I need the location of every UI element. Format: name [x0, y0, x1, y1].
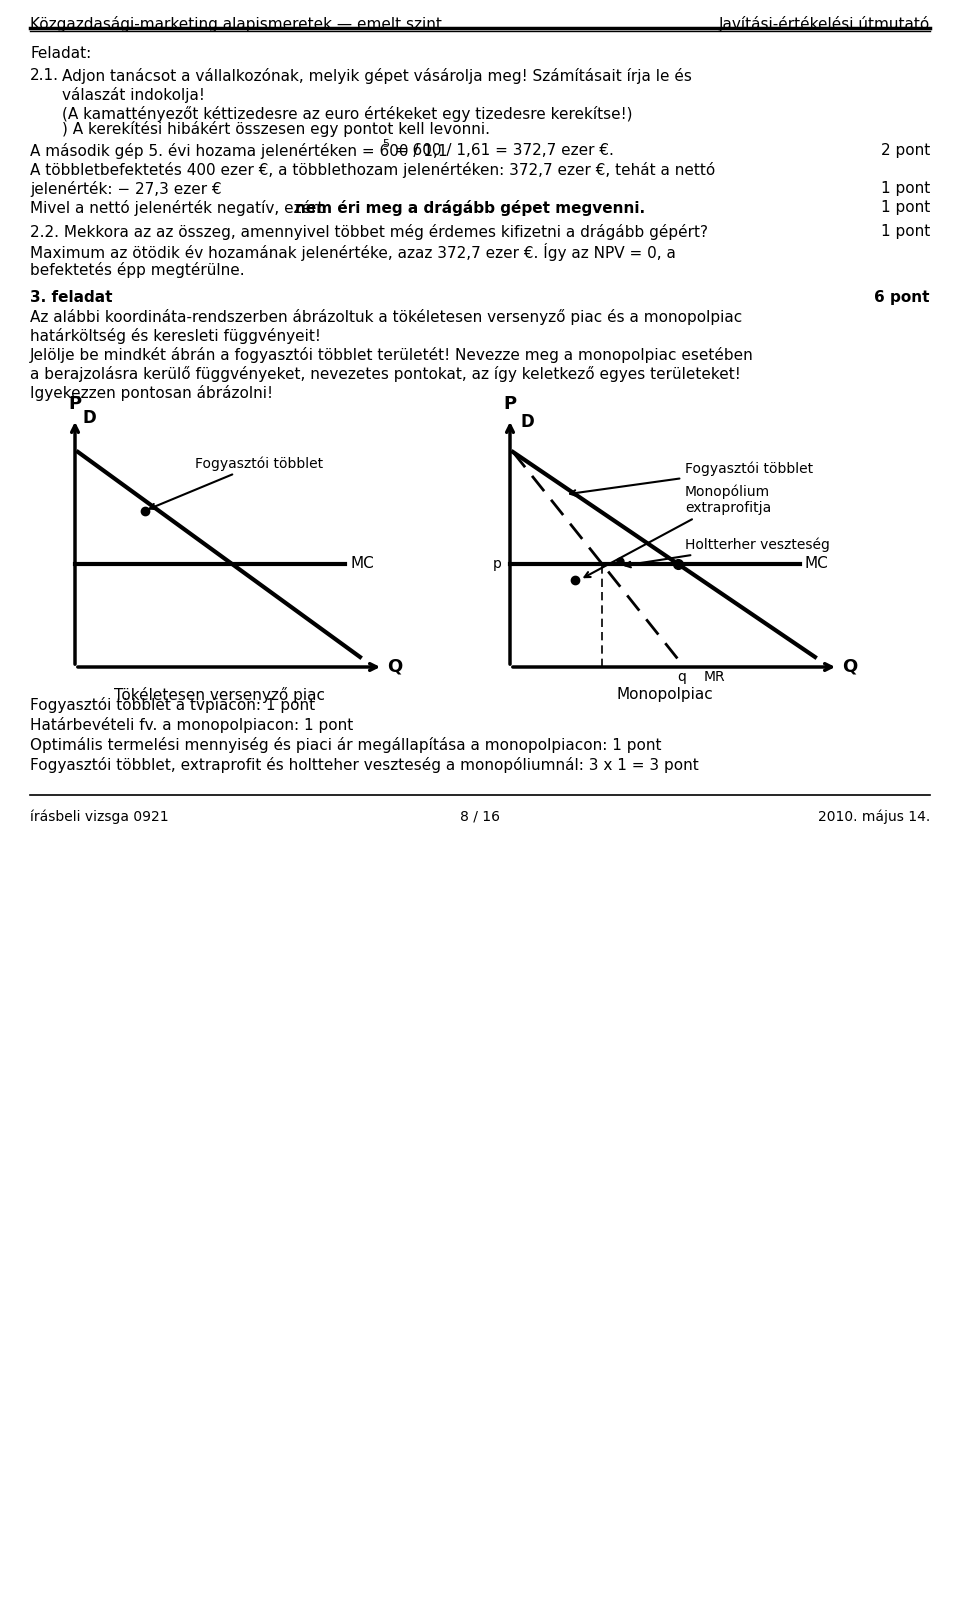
Text: 1 pont: 1 pont [880, 180, 930, 196]
Text: 5: 5 [382, 139, 389, 149]
Text: válaszát indokolja!: válaszát indokolja! [62, 86, 204, 102]
Text: Fogyasztói többlet a tvpiacon: 1 pont: Fogyasztói többlet a tvpiacon: 1 pont [30, 696, 315, 712]
Text: D: D [83, 409, 97, 426]
Text: Adjon tanácsot a vállalkozónak, melyik gépet vásárolja meg! Számításait írja le : Adjon tanácsot a vállalkozónak, melyik g… [62, 69, 692, 85]
Text: Fogyasztói többlet: Fogyasztói többlet [570, 462, 813, 495]
Text: Q: Q [387, 658, 402, 676]
Text: nem éri meg a drágább gépet megvenni.: nem éri meg a drágább gépet megvenni. [295, 200, 645, 216]
Text: Tökéletesen versenyző piac: Tökéletesen versenyző piac [114, 687, 325, 703]
Text: = 600 / 1,61 = 372,7 ezer €.: = 600 / 1,61 = 372,7 ezer €. [390, 144, 613, 158]
Text: Fogyasztói többlet: Fogyasztói többlet [150, 457, 324, 509]
Text: 6 pont: 6 pont [875, 291, 930, 305]
Text: Az alábbi koordináta-rendszerben ábrázoltuk a tökéletesen versenyző piac és a mo: Az alábbi koordináta-rendszerben ábrázol… [30, 308, 742, 326]
Text: Optimális termelési mennyiség és piaci ár megállapítása a monopolpiacon: 1 pont: Optimális termelési mennyiség és piaci á… [30, 736, 661, 754]
Text: ) A kerekítési hibákért összesen egy pontot kell levonni.: ) A kerekítési hibákért összesen egy pon… [62, 121, 490, 137]
Text: 3. feladat: 3. feladat [30, 291, 112, 305]
Text: MC: MC [805, 556, 828, 572]
Text: 2.2. Mekkora az az összeg, amennyivel többet még érdemes kifizetni a drágább gép: 2.2. Mekkora az az összeg, amennyivel tö… [30, 224, 708, 240]
Text: Q: Q [842, 658, 857, 676]
Text: Mivel a nettó jelenérték negatív, ezért: Mivel a nettó jelenérték negatív, ezért [30, 200, 328, 216]
Text: írásbeli vizsga 0921: írásbeli vizsga 0921 [30, 810, 169, 824]
Text: Közgazdasági-marketing alapismeretek — emelt szint: Közgazdasági-marketing alapismeretek — e… [30, 16, 442, 32]
Text: 2010. május 14.: 2010. május 14. [818, 810, 930, 824]
Text: Monopolpiac: Monopolpiac [616, 687, 713, 703]
Text: Maximum az ötödik év hozamának jelenértéke, azaz 372,7 ezer €. Így az NPV = 0, a: Maximum az ötödik év hozamának jelenérté… [30, 243, 676, 260]
Text: 1 pont: 1 pont [880, 200, 930, 216]
Text: jelenérték: − 27,3 ezer €: jelenérték: − 27,3 ezer € [30, 180, 222, 196]
Text: A többletbefektetés 400 ezer €, a többlethozam jelenértéken: 372,7 ezer €, tehát: A többletbefektetés 400 ezer €, a többle… [30, 161, 715, 177]
Text: 2.1.: 2.1. [30, 69, 59, 83]
Text: Igyekezzen pontosan ábrázolni!: Igyekezzen pontosan ábrázolni! [30, 385, 273, 401]
Text: A második gép 5. évi hozama jelenértéken = 600 / 1,1: A második gép 5. évi hozama jelenértéken… [30, 144, 447, 160]
Text: a berajzolásra kerülő függvényeket, nevezetes pontokat, az így keletkező egyes t: a berajzolásra kerülő függvényeket, neve… [30, 366, 741, 382]
Text: befektetés épp megtérülne.: befektetés épp megtérülne. [30, 262, 245, 278]
Text: P: P [503, 394, 516, 414]
Text: p: p [493, 557, 502, 572]
Text: Fogyasztói többlet, extraprofit és holtteher veszteség a monopóliumnál: 3 x 1 = : Fogyasztói többlet, extraprofit és holtt… [30, 757, 699, 773]
Text: Monopólium
extraprofitja: Monopólium extraprofitja [585, 484, 771, 577]
Text: Határbevételi fv. a monopolpiacon: 1 pont: Határbevételi fv. a monopolpiacon: 1 pon… [30, 717, 353, 733]
Text: (A kamattényezőt kéttizedesre az euro értékeket egy tizedesre kerekítse!): (A kamattényezőt kéttizedesre az euro ér… [62, 105, 633, 121]
Text: 2 pont: 2 pont [880, 144, 930, 158]
Text: 8 / 16: 8 / 16 [460, 810, 500, 822]
Text: határköltség és keresleti függvényeit!: határköltség és keresleti függvényeit! [30, 327, 321, 343]
Text: Feladat:: Feladat: [30, 46, 91, 61]
Text: MC: MC [350, 556, 373, 572]
Text: Javítási-értékelési útmutató: Javítási-értékelési útmutató [719, 16, 930, 32]
Text: MR: MR [704, 671, 725, 684]
Text: D: D [520, 414, 534, 431]
Text: Holtterher veszteség: Holtterher veszteség [625, 538, 829, 567]
Text: q: q [677, 671, 685, 684]
Text: Jelölje be mindkét ábrán a fogyasztói többlet területét! Nevezze meg a monopolpi: Jelölje be mindkét ábrán a fogyasztói tö… [30, 347, 754, 363]
Text: P: P [68, 394, 82, 414]
Text: 1 pont: 1 pont [880, 224, 930, 240]
